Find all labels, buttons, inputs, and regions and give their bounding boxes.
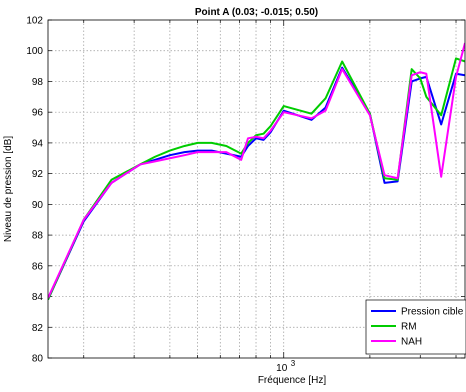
- y-tick-label: 100: [26, 46, 43, 57]
- y-tick-label: 88: [32, 231, 44, 242]
- y-tick-label: 80: [32, 354, 44, 365]
- y-tick-label: 84: [32, 292, 44, 303]
- legend-label: NAH: [401, 337, 422, 348]
- y-tick-label: 86: [32, 261, 44, 272]
- x-tick-labels: 10 3: [276, 359, 296, 374]
- y-tick-label: 102: [26, 16, 43, 27]
- x-tick-label: 10: [276, 363, 288, 374]
- y-tick-label: 92: [32, 169, 44, 180]
- legend-label: RM: [401, 322, 417, 333]
- series-line-0: [48, 66, 465, 301]
- y-tick-label: 82: [32, 323, 44, 334]
- y-tick-labels: 80 82 84 86 88 90 92 94 96 98 100 102: [26, 16, 43, 365]
- series-lines: [48, 42, 465, 301]
- plot-frame: [47, 19, 466, 359]
- y-tick-label: 96: [32, 108, 44, 119]
- x-axis-label: Fréquence [Hz]: [258, 375, 327, 386]
- legend-label: Pression cible: [401, 307, 464, 318]
- y-axis-label: Niveau de pression [dB]: [3, 136, 14, 242]
- series-line-2: [48, 42, 465, 299]
- y-tick-label: 90: [32, 200, 44, 211]
- x-tick-label-exponent: 3: [291, 359, 296, 368]
- chart-title: Point A (0.03; -0.015; 0.50): [195, 7, 318, 18]
- y-tick-label: 94: [32, 138, 44, 149]
- y-tick-label: 98: [32, 77, 44, 88]
- legend: Pression cible RM NAH: [365, 299, 466, 355]
